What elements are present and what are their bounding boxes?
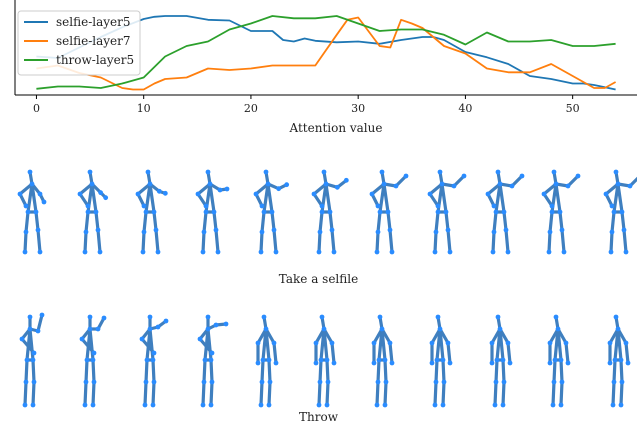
throw-pose-figure — [197, 314, 229, 408]
legend: selfie-layer5 selfie-layer7 throw-layer5 — [17, 10, 141, 76]
selfie-pose-figure — [253, 169, 290, 255]
series-line-throw-layer5 — [36, 15, 616, 90]
plot-area — [36, 15, 617, 91]
selfie-pose-figure — [369, 169, 409, 255]
x-tick-label: 40 — [458, 102, 472, 115]
x-axis-label: Attention value — [289, 121, 383, 135]
throw-pose-figure — [139, 314, 169, 408]
x-tick-label: 10 — [137, 102, 151, 115]
selfie-pose-figure — [311, 169, 349, 255]
x-tick-label: 50 — [566, 102, 580, 115]
axes: 0 10 20 30 40 50 — [14, 0, 637, 115]
legend-label-selfie-layer5: selfie-layer5 — [56, 15, 131, 29]
throw-pose-figure — [547, 314, 571, 408]
caption-throw: Throw — [299, 410, 338, 424]
x-tick-label: 0 — [33, 102, 40, 115]
selfie-pose-figure — [135, 169, 168, 255]
selfie-pose-figure — [603, 169, 637, 255]
throw-pose-figure — [19, 312, 45, 408]
x-tick-label: 20 — [244, 102, 258, 115]
throw-pose-figure — [607, 314, 631, 408]
throw-pose-figure — [79, 314, 107, 408]
throw-pose-figure — [313, 314, 337, 408]
throw-pose-figure — [429, 314, 453, 408]
selfie-pose-figure — [485, 169, 525, 255]
legend-label-selfie-layer7: selfie-layer7 — [56, 34, 131, 48]
throw-pose-figure — [371, 314, 395, 408]
series-line-selfie-layer7 — [36, 16, 617, 91]
legend-label-throw-layer5: throw-layer5 — [56, 53, 134, 67]
throw-pose-figure — [255, 314, 279, 408]
legend-box — [17, 10, 141, 76]
selfie-pose-figure — [17, 169, 47, 255]
selfie-pose-figure — [77, 169, 109, 255]
x-tick-label: 30 — [351, 102, 365, 115]
selfie-pose-figure — [541, 169, 581, 255]
selfie-pose-figure — [195, 169, 230, 255]
throw-pose-figure — [489, 314, 513, 408]
caption-selfie: Take a selfile — [278, 272, 359, 286]
selfie-pose-figure — [427, 169, 467, 255]
